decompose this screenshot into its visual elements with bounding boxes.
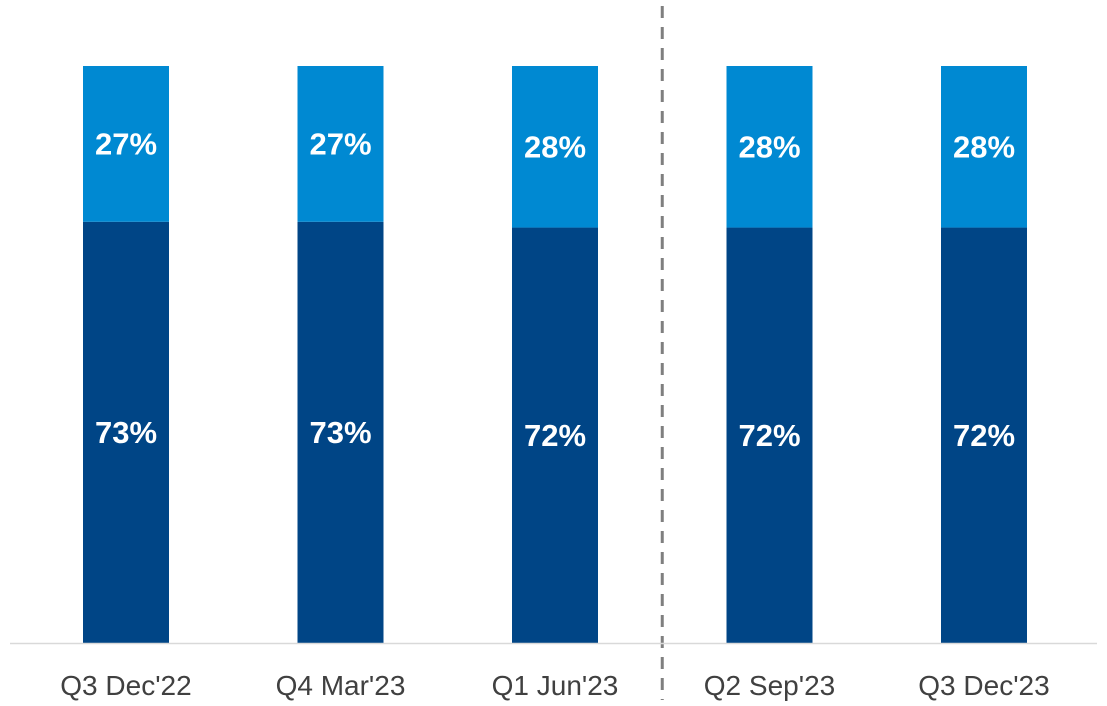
bar-segment-lower-2: [512, 227, 598, 643]
data-label-upper-3: 28%: [738, 129, 800, 164]
bar-segment-upper-3: [726, 66, 813, 228]
data-label-upper-2: 28%: [524, 129, 586, 164]
data-label-lower-1: 73%: [309, 415, 371, 450]
bar-segment-lower-0: [83, 221, 169, 644]
data-label-upper-4: 28%: [953, 129, 1015, 164]
category-label-2: Q1 Jun'23: [492, 670, 619, 701]
bar-segment-lower-4: [941, 227, 1027, 643]
bar-segment-upper-1: [297, 66, 384, 222]
data-label-lower-2: 72%: [524, 418, 586, 453]
data-label-lower-3: 72%: [738, 418, 800, 453]
bar-segment-upper-4: [941, 66, 1027, 228]
bar-segment-lower-1: [297, 221, 384, 644]
category-labels-layer: Q3 Dec'22 Q4 Mar'23 Q1 Jun'23 Q2 Sep'23 Q3 D…: [60, 670, 1049, 701]
category-label-3: Q2 Sep'23: [704, 670, 835, 701]
category-label-0: Q3 Dec'22: [60, 670, 191, 701]
data-label-upper-0: 27%: [95, 126, 157, 161]
data-label-lower-4: 72%: [953, 418, 1015, 453]
data-label-lower-0: 73%: [95, 415, 157, 450]
bar-segment-upper-2: [512, 66, 598, 228]
bar-segment-upper-0: [83, 66, 169, 222]
data-label-upper-1: 27%: [309, 126, 371, 161]
category-label-1: Q4 Mar'23: [276, 670, 406, 701]
bar-segment-lower-3: [726, 227, 813, 643]
data-labels-layer: 73% 27% 73% 27% 72% 28% 72% 28% 72% 28%: [95, 126, 1015, 452]
bars-layer: [83, 66, 1027, 644]
category-label-4: Q3 Dec'23: [918, 670, 1049, 701]
